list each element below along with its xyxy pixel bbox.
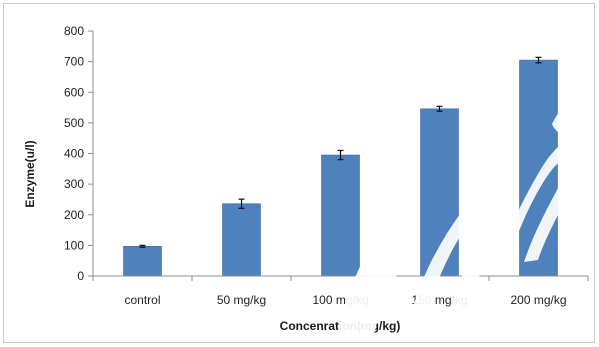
watermark-stroke: [336, 231, 403, 342]
error-bar: [436, 105, 443, 112]
y-tick-label: 500: [64, 116, 84, 130]
bar: [222, 203, 261, 277]
watermark-stroke: [504, 138, 584, 262]
bar: [123, 245, 162, 277]
watermark-stroke: [414, 195, 500, 326]
error-bar: [535, 56, 542, 64]
x-axis-tick-labels: control 50 mg/kg 100 mg/kg 150 mg/kg 200 mg/…: [92, 276, 589, 307]
y-tick-label: 600: [64, 85, 84, 99]
y-tick-label: 300: [64, 177, 84, 191]
chart-frame: 0 100 200 300 400 500 600 700 800 control 50 mg/k…: [3, 3, 595, 343]
y-tick-label: 0: [77, 269, 84, 283]
y-tick-label: 100: [64, 238, 84, 252]
x-tick-label: 200 mg/kg: [510, 293, 566, 307]
y-axis-title: Enzyme(u/l): [23, 140, 37, 207]
x-tick-label: 50 mg/kg: [217, 293, 266, 307]
watermark-stroke: [552, 99, 581, 134]
y-tick-label: 700: [64, 55, 84, 69]
error-bar: [139, 244, 146, 248]
x-tick-label: control: [124, 293, 160, 307]
watermark: [336, 99, 584, 342]
y-tick-label: 200: [64, 208, 84, 222]
y-tick-label: 800: [64, 24, 84, 38]
y-tick-label: 400: [64, 147, 84, 161]
y-axis-ticks: 0 100 200 300 400 500 600 700 800: [64, 24, 93, 283]
error-bars: [139, 56, 542, 248]
bar-chart: 0 100 200 300 400 500 600 700 800 control 50 mg/k…: [23, 24, 589, 342]
axes: [92, 31, 588, 277]
error-bar: [238, 198, 245, 209]
bar: [321, 154, 360, 277]
error-bar: [337, 149, 344, 161]
